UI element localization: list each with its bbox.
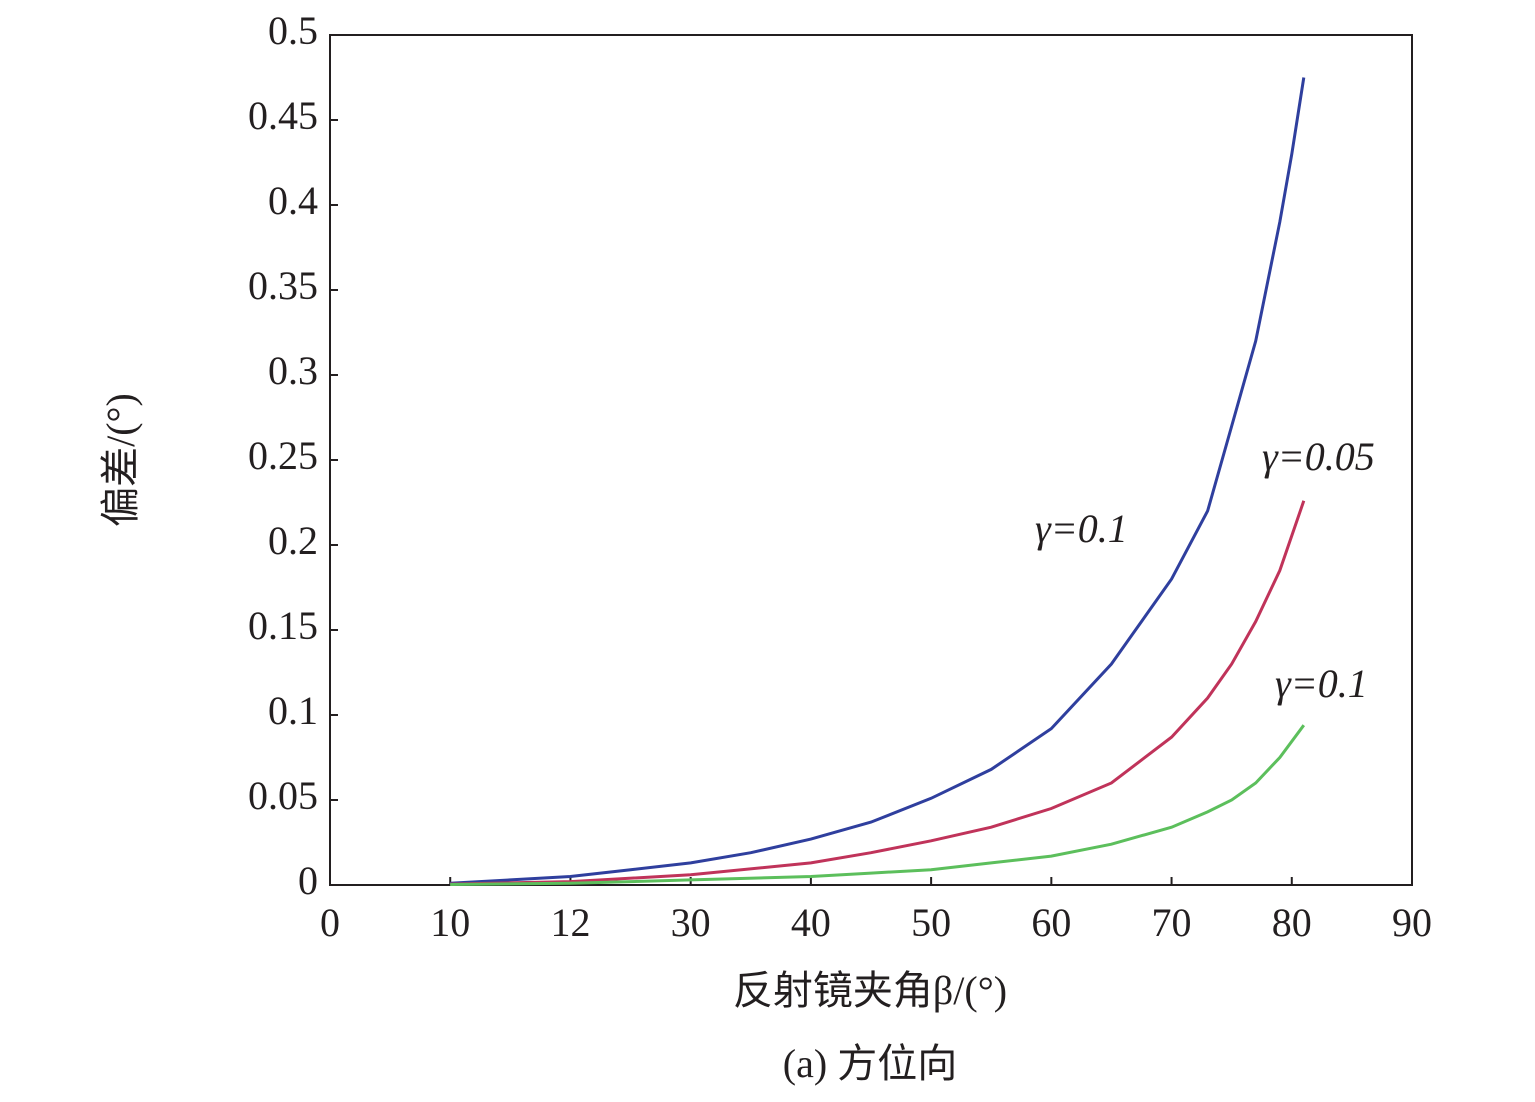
y-tick-label: 0.25 [248, 433, 318, 478]
y-tick-label: 0.1 [268, 688, 318, 733]
line-series [450, 724, 1306, 886]
y-tick-label: 0.5 [268, 8, 318, 53]
x-tick-label: 0 [320, 900, 340, 945]
x-tick-label: 30 [671, 900, 711, 945]
x-tick-label: 50 [911, 900, 951, 945]
x-tick-label: 90 [1392, 900, 1432, 945]
plot-frame [329, 34, 1413, 886]
caption: (a) 方位向 [783, 1041, 957, 1086]
x-tick-label: 40 [791, 900, 831, 945]
y-tick-label: 0.3 [268, 348, 318, 393]
y-tick-label: 0.4 [268, 178, 318, 223]
x-tick-label: 12 [550, 900, 590, 945]
series-label: γ=0.1 [1035, 506, 1128, 551]
y-tick-label: 0.2 [268, 518, 318, 563]
y-axis-label: 偏差/(°) [98, 393, 143, 527]
x-tick-label: 10 [430, 900, 470, 945]
series-label: γ=0.05 [1262, 434, 1375, 479]
line-series [450, 500, 1306, 886]
x-tick-label: 60 [1031, 900, 1071, 945]
x-tick-label: 70 [1152, 900, 1192, 945]
x-axis-label: 反射镜夹角β/(°) [733, 968, 1007, 1013]
y-tick-label: 0 [298, 858, 318, 903]
x-tick-label: 80 [1272, 900, 1312, 945]
series-label: γ=0.1 [1275, 661, 1368, 706]
y-tick-label: 0.05 [248, 773, 318, 818]
y-tick-label: 0.35 [248, 263, 318, 308]
y-tick-label: 0.45 [248, 93, 318, 138]
y-tick-label: 0.15 [248, 603, 318, 648]
line-series [450, 77, 1306, 885]
